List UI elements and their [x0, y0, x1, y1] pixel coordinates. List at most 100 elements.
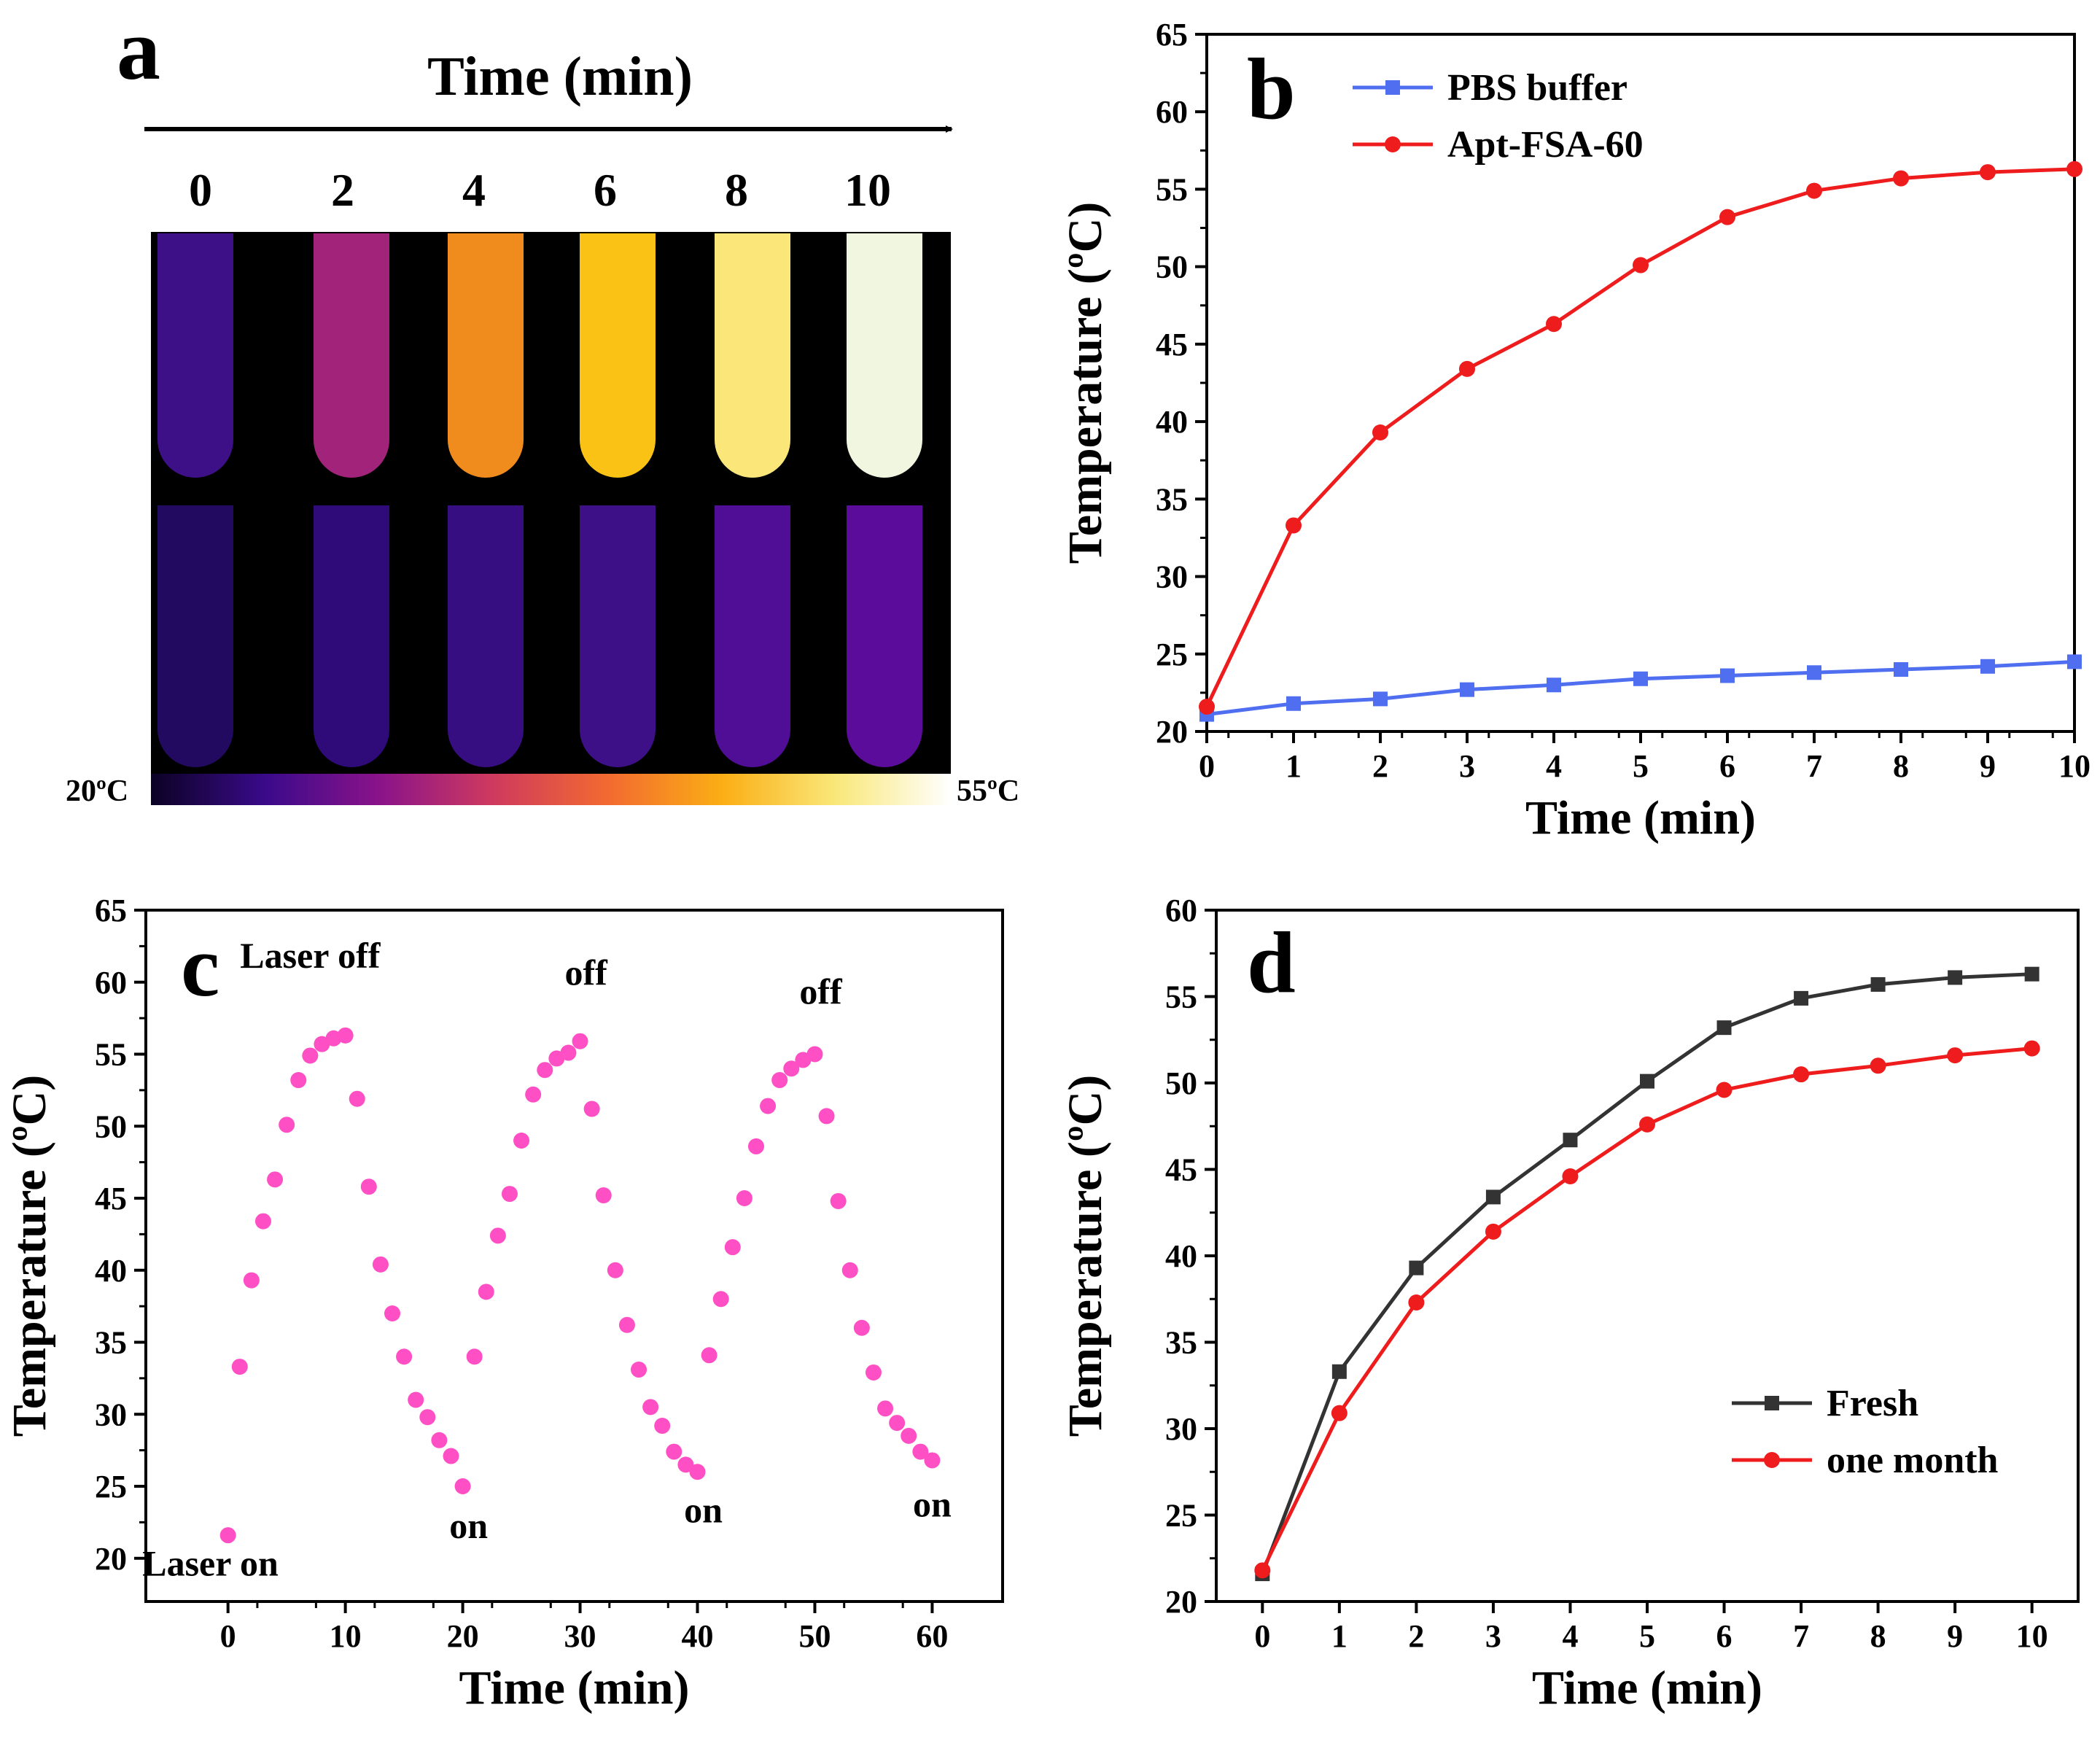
data-point-pbs-buffer — [1373, 691, 1388, 707]
y-tick-label: 45 — [95, 1181, 127, 1216]
data-point-series — [572, 1033, 588, 1049]
annotation-label: Laser off — [240, 935, 381, 976]
data-point-pbs-buffer — [1807, 665, 1821, 680]
data-point-series — [689, 1464, 706, 1480]
data-point-series — [631, 1362, 648, 1378]
data-point-pbs-buffer — [1720, 668, 1735, 683]
x-axis-label: Time (min) — [1525, 791, 1756, 845]
y-axis-label: Temperature (ºC) — [3, 1075, 56, 1437]
y-tick-label: 25 — [95, 1469, 127, 1505]
data-point-series — [830, 1192, 847, 1209]
y-tick-label: 30 — [95, 1397, 127, 1432]
data-point-series — [419, 1409, 436, 1426]
y-tick-label: 55 — [1165, 979, 1197, 1015]
legend-marker-fresh — [1765, 1396, 1779, 1410]
data-point-one-month — [2023, 1040, 2040, 1057]
data-point-pbs-buffer — [1286, 696, 1301, 711]
series-line-apt-fsa-60 — [1205, 167, 2075, 708]
y-tick-label: 55 — [1156, 171, 1188, 207]
tube-control-2min — [314, 505, 389, 767]
series-line-pbs-buffer — [1206, 659, 2075, 717]
data-point-series — [889, 1415, 906, 1432]
colorbar-max-label: 55ºC — [957, 774, 1019, 808]
x-tick-label: 1 — [1286, 748, 1302, 784]
legend-label-fresh: Fresh — [1827, 1383, 1918, 1424]
x-tick-label: 3 — [1485, 1618, 1501, 1654]
x-tick-label: 0 — [1254, 1618, 1270, 1654]
y-tick-label: 45 — [1156, 327, 1188, 362]
time-label-0: 0 — [189, 164, 212, 216]
x-axis-label: Time (min) — [459, 1661, 690, 1715]
data-point-pbs-buffer — [1894, 662, 1908, 678]
annotation-label: off — [799, 971, 843, 1012]
time-label-6: 6 — [594, 164, 617, 216]
y-tick-label: 40 — [95, 1253, 127, 1289]
x-tick-label: 1 — [1331, 1618, 1348, 1654]
y-tick-label: 40 — [1165, 1238, 1197, 1274]
x-tick-label: 6 — [1716, 1618, 1732, 1654]
data-point-apt-fsa-60 — [1286, 517, 1302, 534]
data-point-one-month — [1331, 1405, 1348, 1421]
data-point-pbs-buffer — [1460, 682, 1474, 697]
x-tick-label: 6 — [1719, 748, 1735, 784]
data-point-one-month — [1870, 1057, 1886, 1074]
legend-marker-apt-fsa-60 — [1385, 136, 1401, 152]
data-point-series — [595, 1187, 612, 1204]
y-tick-label: 35 — [95, 1325, 127, 1361]
data-point-apt-fsa-60 — [1459, 360, 1475, 377]
data-point-series — [747, 1138, 764, 1154]
x-tick-label: 3 — [1459, 748, 1475, 784]
data-point-fresh — [1794, 990, 1809, 1006]
y-tick-label: 40 — [1156, 404, 1188, 440]
data-point-series — [349, 1090, 365, 1107]
x-tick-label: 0 — [1199, 748, 1215, 784]
time-label-8: 8 — [725, 164, 748, 216]
data-point-apt-fsa-60 — [1719, 209, 1735, 225]
data-point-fresh — [1331, 1364, 1347, 1379]
data-point-series — [337, 1027, 354, 1044]
y-tick-label: 45 — [1165, 1152, 1197, 1188]
data-point-series — [478, 1284, 494, 1300]
tube-control-4min — [448, 505, 524, 767]
data-point-apt-fsa-60 — [2066, 160, 2082, 177]
data-point-series — [454, 1478, 471, 1494]
annotation-label: on — [913, 1483, 952, 1524]
data-point-series — [806, 1046, 823, 1063]
tube-sample-8min — [715, 233, 790, 478]
data-point-series — [513, 1133, 530, 1149]
time-label-4: 4 — [462, 164, 486, 216]
data-point-series — [396, 1348, 413, 1365]
y-tick-label: 35 — [1165, 1325, 1197, 1361]
data-point-apt-fsa-60 — [1546, 316, 1562, 333]
plot-frame — [144, 909, 1004, 1603]
data-point-series — [302, 1047, 319, 1064]
data-point-fresh — [1640, 1073, 1654, 1089]
y-tick-label: 55 — [95, 1037, 127, 1073]
x-tick-label: 9 — [1980, 748, 1996, 784]
data-point-pbs-buffer — [1633, 671, 1648, 686]
y-tick-label: 65 — [1156, 17, 1188, 53]
plot-frame — [1215, 909, 2080, 1603]
annotation-label: on — [684, 1489, 723, 1530]
data-point-series — [560, 1044, 577, 1061]
data-point-series — [384, 1305, 401, 1321]
data-point-one-month — [1716, 1082, 1732, 1098]
data-point-series — [583, 1100, 600, 1117]
x-tick-label: 7 — [1806, 748, 1822, 784]
tube-control-0min — [158, 505, 233, 767]
data-point-series — [408, 1391, 424, 1408]
data-point-series — [372, 1256, 389, 1273]
colorbar — [151, 774, 951, 805]
annotation-label: Laser on — [142, 1542, 279, 1583]
data-point-series — [841, 1262, 858, 1278]
y-tick-label: 25 — [1165, 1498, 1197, 1534]
data-point-apt-fsa-60 — [1806, 182, 1822, 199]
y-tick-label: 50 — [1156, 249, 1188, 285]
panel-a-thermal-images: a Time (min) 0 2 4 6 8 10 20ºC 55ºC — [66, 1, 1019, 808]
data-point-series — [254, 1213, 271, 1230]
data-point-series — [607, 1262, 623, 1278]
y-tick-label: 50 — [1165, 1065, 1197, 1101]
data-point-one-month — [1408, 1294, 1425, 1311]
